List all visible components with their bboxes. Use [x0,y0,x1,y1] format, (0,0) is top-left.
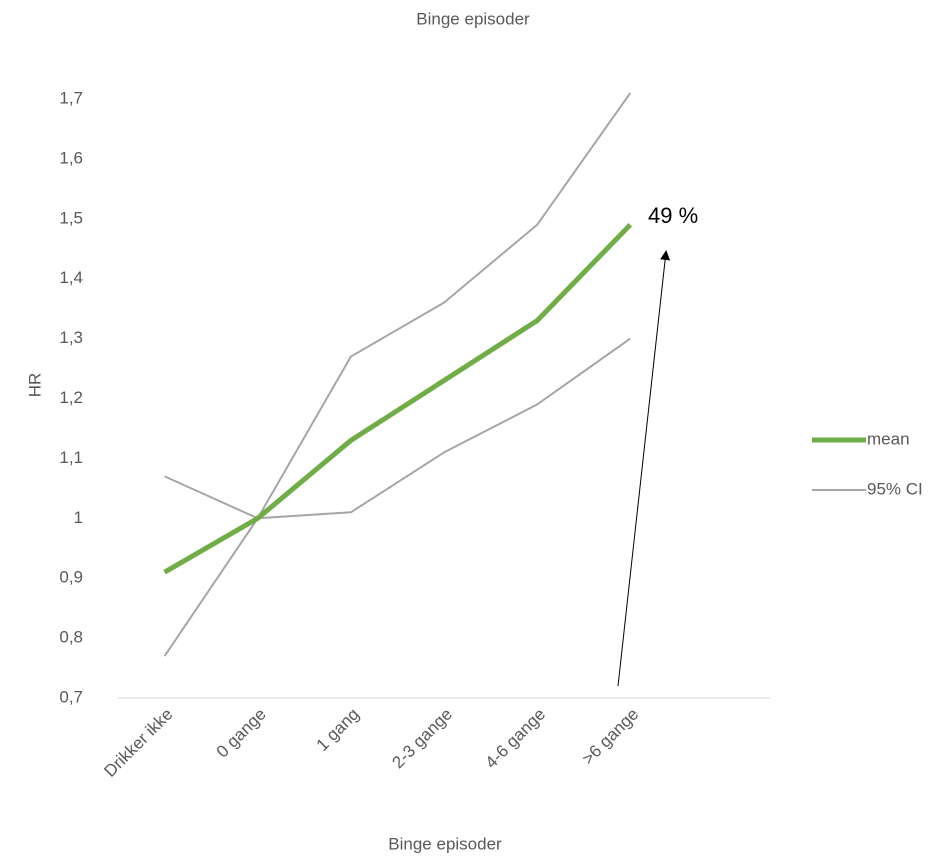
x-tick-label: 0 gange [213,705,270,762]
y-tick-label: 1,3 [59,328,83,347]
y-tick-label: 0,7 [59,687,83,706]
annotation: 49 % [648,203,698,228]
y-tick-label: 1,6 [59,148,83,167]
ci-upper-line [164,92,632,520]
y-axis-title: HR [25,373,44,398]
mean-line [163,223,633,575]
annotation-arrow [617,250,671,687]
y-tick-label: 0,8 [59,628,83,647]
y-tick-label: 1,4 [59,268,83,287]
legend-label: mean [867,429,910,448]
y-tick-label: 1,7 [59,88,83,107]
x-axis-title: Binge episoder [388,834,502,853]
y-tick-label: 1 [74,508,83,527]
ci-lower-line [163,337,631,657]
x-tick-label: >6 gange [578,705,642,769]
y-tick-label: 0,9 [59,568,83,587]
y-tick-label: 1,2 [59,388,83,407]
chart-title: Binge episoder [416,9,530,28]
legend-label: 95% CI [867,479,923,498]
y-tick-label: 1,5 [59,208,83,227]
x-tick-label: 2-3 gange [388,705,456,773]
y-tick-label: 1,1 [59,448,83,467]
x-tick-label: 1 gang [313,705,363,755]
x-tick-label: Drikker ikke [100,705,176,781]
x-tick-label: 4-6 gange [482,705,550,773]
